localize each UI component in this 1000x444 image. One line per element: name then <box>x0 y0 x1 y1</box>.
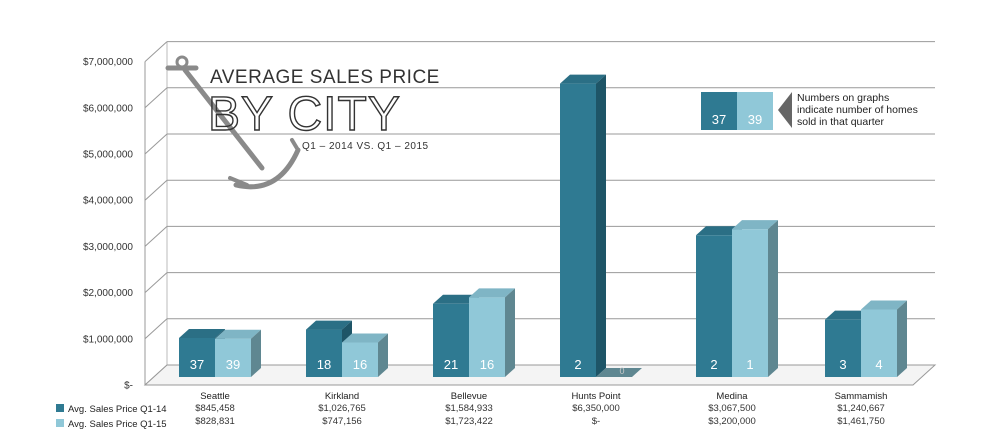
bar-count-label: 37 <box>190 357 204 372</box>
value-label-q1-15: $1,461,750 <box>837 416 885 427</box>
x-axis-labels: Seattle$845,458 $828,831 Kirkland$1,026,76… <box>195 391 887 427</box>
chart-title: AVERAGE SALES PRICE <box>210 67 440 88</box>
bar-side <box>251 329 261 377</box>
y-tick-label: $2,000,000 <box>83 288 133 299</box>
legend-label-q1-14: Avg. Sales Price Q1-14 <box>68 404 167 415</box>
legend: Avg. Sales Price Q1-14 Avg. Sales Price … <box>56 404 167 430</box>
bar-count-label: 4 <box>875 357 882 372</box>
bar-top <box>215 329 261 339</box>
gridline-diagonal <box>144 226 168 247</box>
y-tick-label: $4,000,000 <box>83 196 133 207</box>
category-label: Medina <box>716 391 748 402</box>
category-label: Kirkland <box>325 391 359 402</box>
y-tick-label: $5,000,000 <box>83 150 133 161</box>
chart-title-large: BY CITY <box>208 88 401 141</box>
chart-floor <box>143 364 937 386</box>
bar-top <box>342 333 388 343</box>
bar-count-label: 16 <box>480 357 494 372</box>
note-line-3: sold in that quarter <box>797 116 884 128</box>
bar-count-label: 16 <box>353 357 367 372</box>
note-sample-bar-q1-15 <box>737 92 773 130</box>
legend-swatch-q1-14 <box>56 404 64 412</box>
value-label-q1-14: $1,026,765 <box>318 403 366 414</box>
y-tick-label: $3,000,000 <box>83 242 133 253</box>
bar-top <box>732 220 778 230</box>
gridline-diagonal <box>144 41 168 62</box>
bar-front <box>306 329 342 377</box>
bar-front <box>179 337 215 377</box>
gridline-diagonal <box>144 318 168 340</box>
value-label-q1-14: $1,584,933 <box>445 403 493 414</box>
category-label: Seattle <box>200 391 230 402</box>
bar-count-label: 0 <box>619 366 624 376</box>
bar-side <box>897 300 907 377</box>
bar-front <box>560 83 596 377</box>
bar-top <box>306 320 352 330</box>
bar-side <box>768 220 778 377</box>
y-tick-label: $1,000,000 <box>83 334 133 345</box>
bar-count-label: 3 <box>839 357 846 372</box>
note-line-2: indicate number of homes <box>797 104 918 116</box>
bar-front <box>469 297 505 377</box>
note-line-1: Numbers on graphs <box>797 92 889 104</box>
value-label-q1-15: $828,831 <box>195 416 235 427</box>
note-sample-count-2: 39 <box>748 112 762 127</box>
bar-front <box>825 319 861 377</box>
bar-side <box>378 333 388 377</box>
legend-swatch-q1-15 <box>56 419 64 427</box>
bar-front <box>433 303 469 377</box>
bar-count-label: 1 <box>746 357 753 372</box>
bar-top <box>825 310 871 320</box>
bar-side <box>505 288 515 377</box>
gridline-diagonal <box>144 179 168 201</box>
category-label: Bellevue <box>451 391 487 402</box>
bar-count-label: 2 <box>574 357 581 372</box>
bar-count-label: 2 <box>710 357 717 372</box>
value-label-q1-15: $- <box>592 416 600 427</box>
value-label-q1-15: $1,723,422 <box>445 416 493 427</box>
legend-label-q1-15: Avg. Sales Price Q1-15 <box>68 419 167 430</box>
bar-top <box>179 328 225 338</box>
value-label-q1-14: $6,350,000 <box>572 403 620 414</box>
gridline-diagonal <box>144 272 168 293</box>
bar-top <box>696 226 742 236</box>
gridline-diagonal <box>144 133 168 155</box>
gridline-diagonal <box>144 87 168 109</box>
bar-zero <box>596 368 642 377</box>
anchor-icon <box>165 55 301 190</box>
value-label-q1-14: $3,067,500 <box>708 403 756 414</box>
y-tick-label: $- <box>124 381 133 392</box>
bar-count-label: 21 <box>444 357 458 372</box>
count-note: 37 39 Numbers on graphs indicate number … <box>701 92 918 130</box>
bar-count-label: 39 <box>226 357 240 372</box>
title-block: AVERAGE SALES PRICE BY CITY Q1 – 2014 VS… <box>165 55 440 190</box>
value-label-q1-15: $3,200,000 <box>708 416 756 427</box>
category-label: Hunts Point <box>571 391 620 402</box>
y-tick-label: $7,000,000 <box>83 57 133 68</box>
bar-front <box>732 229 768 377</box>
bar-front <box>215 338 251 377</box>
note-sample-bar-q1-14 <box>701 92 737 130</box>
value-label-q1-14: $1,240,667 <box>837 403 885 414</box>
chart-subtitle: Q1 – 2014 VS. Q1 – 2015 <box>302 141 429 152</box>
bar-count-label: 18 <box>317 357 331 372</box>
value-label-q1-14: $845,458 <box>195 403 235 414</box>
bar-top <box>560 74 606 84</box>
bar-side <box>596 74 606 377</box>
bar-top <box>433 294 479 304</box>
y-tick-label: $6,000,000 <box>83 103 133 114</box>
category-label: Sammamish <box>835 391 888 402</box>
note-pointer-icon <box>778 92 792 128</box>
bar-front <box>861 309 897 377</box>
note-sample-count-1: 37 <box>712 112 726 127</box>
y-axis: $- $1,000,000 $2,000,000 $3,000,000 $4,000,0… <box>83 57 133 391</box>
bar-front <box>696 235 732 377</box>
bar-front <box>342 342 378 377</box>
bar-top <box>861 300 907 310</box>
bar-series: 37 39 18 16 21 16 2 0 2 1 3 4 <box>179 74 907 377</box>
value-label-q1-15: $747,156 <box>322 416 362 427</box>
bar-top <box>469 288 515 298</box>
